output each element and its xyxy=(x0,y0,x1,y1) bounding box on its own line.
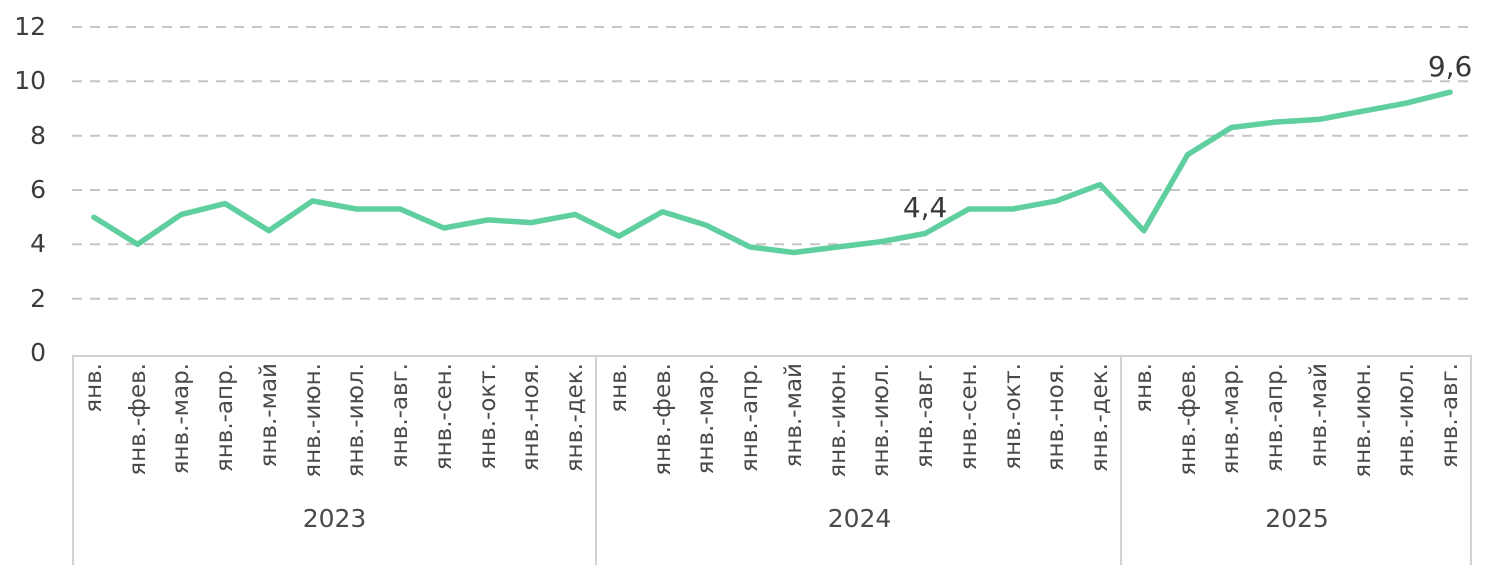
y-tick-label: 10 xyxy=(14,66,46,95)
y-tick-label: 12 xyxy=(14,12,46,41)
y-tick-label: 8 xyxy=(30,121,46,150)
series-line xyxy=(91,89,1453,256)
x-tick-label: янв.-июл. xyxy=(343,363,370,478)
x-tick-label: янв.-июл. xyxy=(868,363,895,478)
x-tick-label: янв.-фев. xyxy=(649,363,676,476)
x-tick-label: янв.-сен. xyxy=(430,363,457,471)
x-tick-label: янв.-авг. xyxy=(912,363,939,469)
x-tick-label: янв.-дек. xyxy=(1087,363,1114,473)
x-tick-label: янв.-ноя. xyxy=(1043,363,1070,472)
data-label: 4,4 xyxy=(902,191,948,224)
x-tick-label: янв.-фев. xyxy=(1174,363,1201,476)
x-tick-label: янв.-окт. xyxy=(999,363,1026,470)
x-tick-label: янв.-июн. xyxy=(299,363,326,478)
x-tick-label: янв.-фев. xyxy=(124,363,151,476)
x-year-group-box xyxy=(1122,355,1472,565)
x-tick-label: янв. xyxy=(1130,363,1157,413)
x-tick-label: янв. xyxy=(80,363,107,413)
x-tick-label: янв.-дек. xyxy=(562,363,589,473)
line-chart: 0 2 4 6 8 10 12 янв. янв.-фев. янв.-мар. янв.-апр… xyxy=(14,12,1473,565)
x-tick-label: янв.-май xyxy=(255,363,282,468)
x-tick-label: янв.-июн. xyxy=(824,363,851,478)
y-tick-label: 6 xyxy=(30,175,46,204)
plot-area xyxy=(72,26,1472,300)
x-tick-label: янв.-июн. xyxy=(1349,363,1376,478)
x-tick-label: янв.-май xyxy=(1305,363,1332,468)
y-tick-label: 2 xyxy=(30,284,46,313)
x-year-label: 2023 xyxy=(302,504,367,533)
x-year-group-box xyxy=(597,355,1122,565)
x-tick-label: янв.-мар. xyxy=(168,363,195,475)
x-tick-label: янв.-сен. xyxy=(955,363,982,471)
x-tick-label: янв.-ноя. xyxy=(518,363,545,472)
data-label: 9,6 xyxy=(1427,50,1473,83)
x-year-group-box xyxy=(72,355,597,565)
x-tick-label: янв. xyxy=(605,363,632,413)
x-tick-label: янв.-авг. xyxy=(387,363,414,469)
x-tick-label: янв.-мар. xyxy=(1218,363,1245,475)
x-tick-label: янв.-авг. xyxy=(1437,363,1464,469)
x-tick-label: янв.-апр. xyxy=(212,363,239,473)
y-tick-label: 4 xyxy=(30,229,46,258)
y-tick-label: 0 xyxy=(30,338,46,367)
x-tick-label: янв.-июл. xyxy=(1393,363,1420,478)
x-tick-label: янв.-окт. xyxy=(474,363,501,470)
x-year-label: 2024 xyxy=(827,504,892,533)
x-tick-label: янв.-апр. xyxy=(1262,363,1289,473)
x-tick-label: янв.-мар. xyxy=(693,363,720,475)
x-tick-label: янв.-апр. xyxy=(737,363,764,473)
x-year-label: 2025 xyxy=(1265,504,1329,533)
x-tick-label: янв.-май xyxy=(780,363,807,468)
